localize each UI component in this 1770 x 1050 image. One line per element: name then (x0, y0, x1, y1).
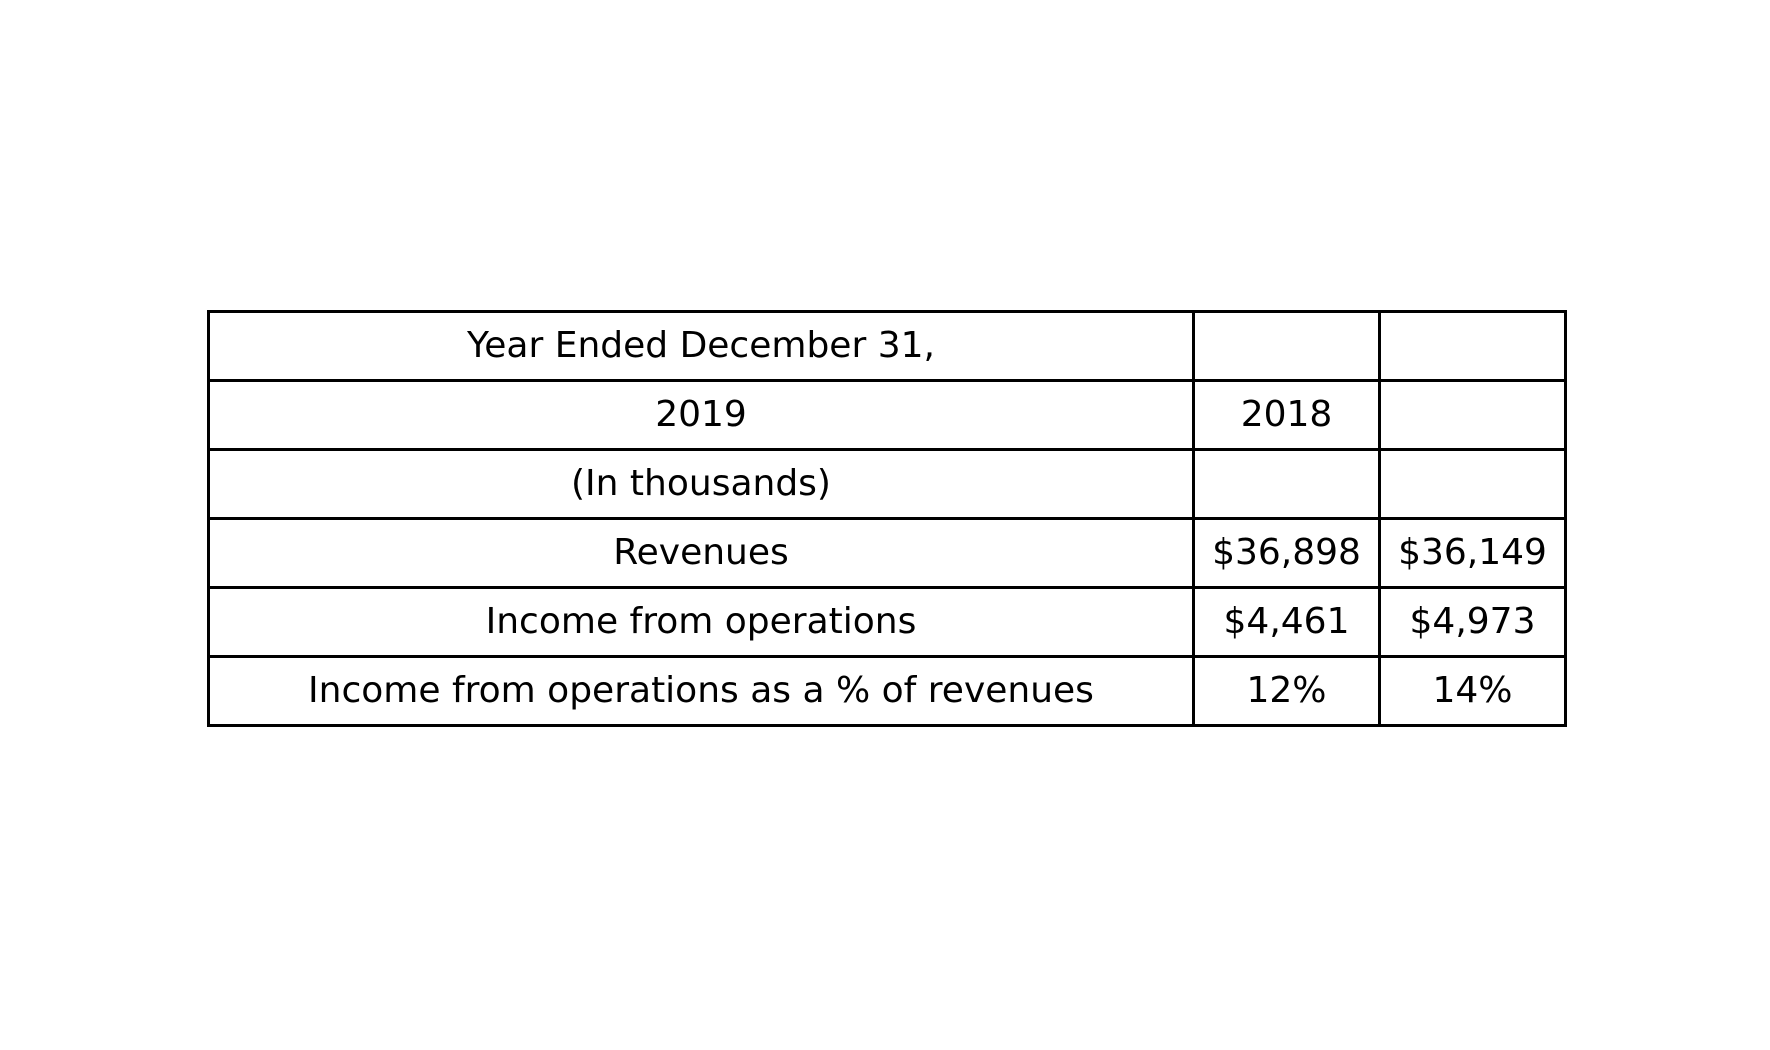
table-cell (1192, 310, 1381, 382)
financial-table: Year Ended December 31, 2019 2018 (In th… (207, 310, 1567, 727)
table-cell: 2018 (1192, 379, 1381, 451)
table-cell (1378, 310, 1567, 382)
table-cell: $36,898 (1192, 517, 1381, 589)
table-cell: $4,973 (1378, 586, 1567, 658)
table-cell: $36,149 (1378, 517, 1567, 589)
table-row-revenues: Revenues $36,898 $36,149 (207, 517, 1567, 589)
table-cell: $4,461 (1192, 586, 1381, 658)
table-cell: 2019 (207, 379, 1195, 451)
table-cell (1192, 448, 1381, 520)
table-cell: Income from operations (207, 586, 1195, 658)
table-row-years: 2019 2018 (207, 379, 1567, 451)
table-cell: (In thousands) (207, 448, 1195, 520)
table-cell: Revenues (207, 517, 1195, 589)
table-row-units: (In thousands) (207, 448, 1567, 520)
table-row-income-percent: Income from operations as a % of revenue… (207, 655, 1567, 727)
table-row-header-year: Year Ended December 31, (207, 310, 1567, 382)
table-cell: 14% (1378, 655, 1567, 727)
table-cell (1378, 379, 1567, 451)
table-cell (1378, 448, 1567, 520)
table-cell: Year Ended December 31, (207, 310, 1195, 382)
financial-table-container: Year Ended December 31, 2019 2018 (In th… (207, 310, 1567, 727)
table-cell: Income from operations as a % of revenue… (207, 655, 1195, 727)
table-row-income-from-operations: Income from operations $4,461 $4,973 (207, 586, 1567, 658)
table-cell: 12% (1192, 655, 1381, 727)
